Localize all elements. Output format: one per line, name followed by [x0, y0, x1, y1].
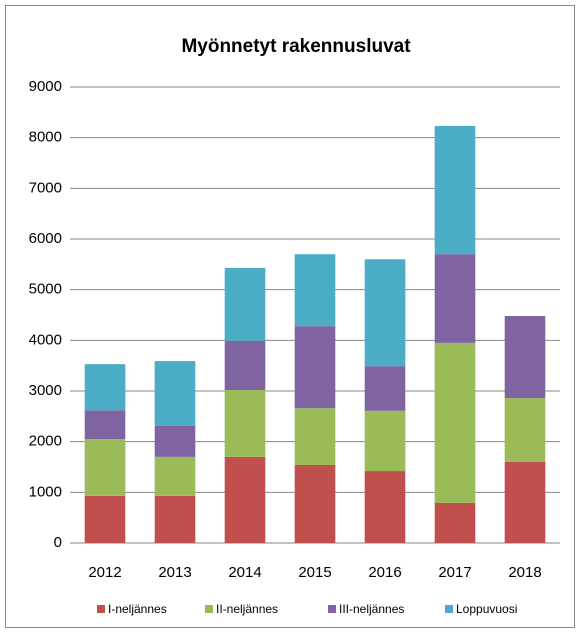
bar-segment [154, 425, 196, 457]
y-tick-label: 3000 [29, 382, 62, 399]
y-tick-label: 4000 [29, 331, 62, 348]
bar-segment [154, 361, 196, 426]
bar-segment [364, 471, 406, 543]
bar-segment [504, 316, 546, 399]
bar-segment [224, 456, 266, 543]
y-tick-label: 8000 [29, 129, 62, 146]
y-tick-label: 7000 [29, 179, 62, 196]
bar-segment [434, 254, 476, 343]
bar-segment [224, 340, 266, 390]
legend-swatch [97, 605, 105, 613]
legend-label: I-neljännes [108, 602, 167, 616]
bar-segment [84, 439, 126, 496]
bar-segment [84, 495, 126, 543]
x-tick-label: 2015 [298, 564, 331, 581]
legend-label: III-neljännes [339, 602, 404, 616]
y-tick-label: 1000 [29, 483, 62, 500]
x-tick-label: 2017 [438, 564, 471, 581]
bar-segment [294, 464, 336, 543]
legend-label: II-neljännes [216, 602, 278, 616]
x-tick-label: 2018 [508, 564, 541, 581]
bar-segment [224, 389, 266, 457]
bar-segment [294, 326, 336, 409]
bar-segment [364, 366, 406, 411]
bar-segment [294, 254, 336, 327]
bar-segment [434, 502, 476, 543]
bar-segment [434, 126, 476, 255]
y-tick-label: 0 [54, 534, 62, 551]
bar-segment [504, 461, 546, 543]
bar-segment [154, 495, 196, 543]
bar-segment [224, 267, 266, 341]
bar-segment [154, 456, 196, 496]
x-tick-label: 2012 [88, 564, 121, 581]
legend-swatch [445, 605, 453, 613]
y-tick-label: 5000 [29, 281, 62, 298]
x-tick-label: 2016 [368, 564, 401, 581]
bar-segment [84, 410, 126, 440]
bar-segment [364, 259, 406, 367]
legend-swatch [205, 605, 213, 613]
bar-segment [504, 398, 546, 462]
y-tick-label: 2000 [29, 433, 62, 450]
legend-label: Loppuvuosi [456, 602, 517, 616]
chart-title: Myönnetyt rakennusluvat [181, 36, 411, 57]
legend-swatch [328, 605, 336, 613]
bar-segment [364, 410, 406, 472]
bar-segment [434, 342, 476, 503]
y-tick-label: 9000 [29, 78, 62, 95]
bar-segment [84, 364, 126, 411]
x-tick-label: 2014 [228, 564, 261, 581]
x-tick-label: 2013 [158, 564, 191, 581]
bar-segment [294, 408, 336, 465]
y-tick-label: 6000 [29, 230, 62, 247]
